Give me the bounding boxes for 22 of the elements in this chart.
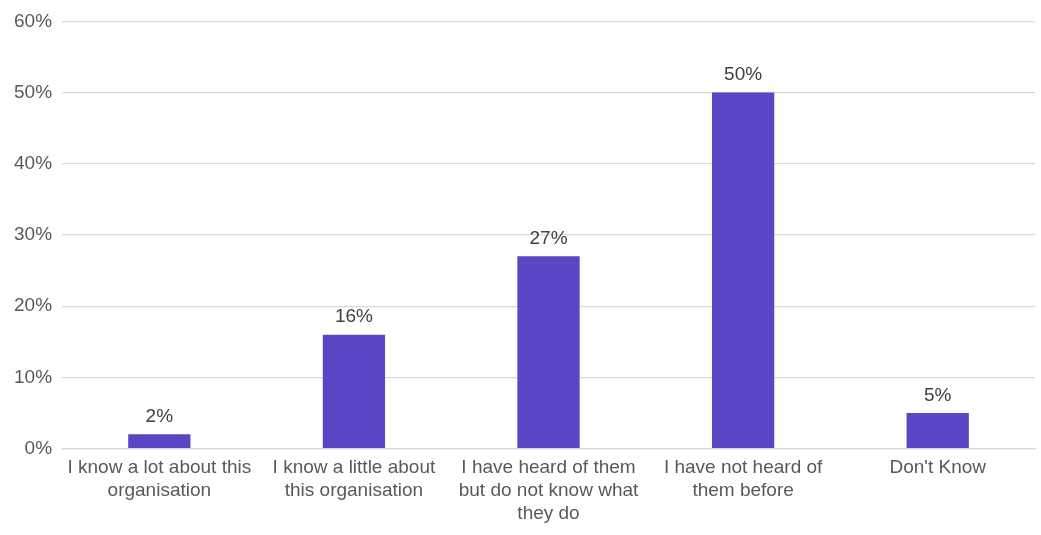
y-tick-label: 40% [14,152,53,174]
bar [322,334,386,448]
data-label: 2% [145,405,174,427]
y-tick-label: 30% [14,223,53,245]
x-tick-label: Don't Know [889,456,987,478]
y-tick-label: 20% [14,294,53,316]
y-tick-label: 0% [24,436,53,458]
data-label: 5% [923,383,952,405]
x-tick-label: I have not heard of them before [663,456,824,501]
y-tick-label: 50% [14,80,53,102]
bar [517,256,580,448]
bar [128,434,191,448]
x-tick-label: I have heard of them but do not know what they do [458,456,640,523]
y-tick-label: 10% [14,365,53,387]
data-label: 16% [334,305,374,327]
bar [906,413,969,448]
bar [711,92,775,448]
x-tick-label: I know a little about this organisation [272,456,436,501]
data-label: 50% [724,63,763,85]
x-tick-label: I know a lot about this organisation [67,456,252,501]
y-tick-label: 60% [14,9,53,31]
data-label: 27% [529,227,568,249]
